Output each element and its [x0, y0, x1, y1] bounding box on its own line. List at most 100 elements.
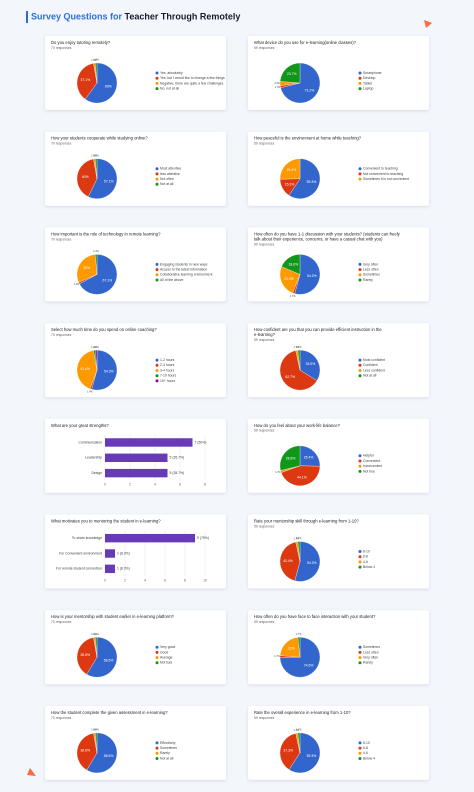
pie-slice	[95, 62, 98, 84]
pie-slice	[297, 541, 301, 562]
legend-swatch	[358, 459, 362, 463]
slice-label: 25.4%	[287, 168, 297, 172]
slice-label: 1.4%	[93, 154, 99, 157]
card-subtitle: 59 responses	[254, 142, 275, 146]
legend-label: Convenient	[363, 459, 380, 463]
pie-slice	[294, 541, 321, 582]
pie-slice	[84, 62, 118, 104]
card-title: How often do you have face to face inter…	[254, 614, 376, 619]
slice-label: 37.3%	[283, 749, 293, 753]
card-title: What are your great strengths?	[51, 423, 109, 428]
legend-label: 10+ hours	[160, 379, 175, 383]
pie-slice	[76, 350, 98, 389]
pie-slice	[299, 445, 321, 467]
legend-swatch	[155, 369, 159, 372]
legend-label: Collaborative learning environment	[160, 273, 212, 277]
legend-swatch	[358, 757, 362, 760]
slice-label: 54.3%	[104, 370, 114, 374]
legend-swatch	[155, 278, 159, 282]
legend-label: Sometimes	[363, 645, 380, 649]
legend-label: Engaging students in new ways	[160, 262, 208, 266]
category-label: For Convenient environment	[59, 551, 102, 555]
card-subtitle: 59 responses	[254, 429, 275, 433]
pie-slice	[95, 732, 98, 753]
x-tick-label: 4	[154, 483, 156, 487]
card-title: How important is the role of technology …	[51, 232, 161, 237]
pie-slice	[95, 349, 98, 371]
legend-label: 7-10 hours	[160, 374, 177, 378]
card	[45, 323, 226, 398]
legend-swatch	[155, 172, 159, 176]
legend-swatch	[358, 555, 362, 559]
slice-label: 1.7%	[296, 346, 302, 349]
legend-swatch	[155, 81, 159, 85]
bar	[105, 549, 115, 558]
slice-label: 1.4%	[91, 633, 97, 636]
card-subtitle: 70 responses	[51, 716, 72, 720]
pie-slice	[95, 158, 98, 179]
legend-swatch	[358, 464, 362, 468]
legend-swatch	[155, 751, 159, 755]
legend-swatch	[155, 182, 159, 186]
legend-swatch	[358, 363, 362, 367]
card-subtitle: 59 responses	[254, 46, 275, 50]
legend-swatch	[155, 379, 159, 383]
legend-label: Sometimes	[160, 746, 177, 750]
legend-label: 3-4 hours	[160, 368, 175, 372]
card-subtitle: 59 responses	[254, 620, 275, 624]
pie-slice	[76, 254, 98, 283]
slice-label: 1.7%	[274, 655, 280, 658]
slice-label: 1.7%	[294, 729, 300, 732]
legend-label: Desktop	[363, 76, 376, 80]
pie-slice	[279, 62, 301, 84]
legend-label: Negative, there are quite a few challeng…	[160, 81, 224, 85]
legend-label: 8-10	[363, 741, 370, 745]
card-title: How your students cooperate while studyi…	[51, 136, 148, 141]
pie-slice	[279, 266, 301, 294]
legend-label: Inconvenient	[363, 464, 382, 468]
slice-label: 1.4%	[93, 250, 99, 253]
pie-slice	[279, 637, 321, 678]
card-subtitle: 70 responses	[51, 620, 72, 624]
legend-swatch	[358, 87, 362, 91]
legend-label: Average	[160, 655, 173, 659]
card-title: How peaceful is the environment at home …	[254, 136, 362, 141]
slice-label: 71.2%	[305, 88, 315, 92]
legend-label: All of the above	[160, 278, 183, 282]
bar-value-label: 1 (8.3%)	[117, 551, 130, 555]
card-title: What device do you use for e-learning(on…	[254, 40, 357, 45]
card-subtitle: 59 responses	[254, 242, 275, 246]
slice-label: 44.1%	[297, 476, 307, 480]
card-subtitle: 70 responses	[51, 237, 72, 241]
legend-label: Rarely	[160, 751, 170, 755]
slice-label: 38.6%	[80, 653, 90, 657]
pie-slice	[95, 637, 98, 658]
legend-swatch	[358, 167, 362, 171]
legend-label: Smartphone	[363, 71, 382, 75]
legend-swatch	[358, 278, 362, 282]
legend-label: Below 4	[363, 756, 375, 760]
legend-label: 6-8	[363, 746, 368, 750]
bar-value-label: 9 (75%)	[197, 536, 209, 540]
pie-slice	[86, 732, 118, 774]
slice-label: 38.6%	[80, 749, 90, 753]
legend-label: Not at all	[160, 756, 174, 760]
legend-swatch	[358, 565, 362, 569]
legend-label: Tablet	[363, 81, 372, 85]
legend-swatch	[155, 661, 159, 665]
legend-label: No, not at all	[160, 86, 179, 90]
card	[248, 323, 429, 398]
x-tick-label: 8	[184, 578, 186, 582]
legend-swatch	[358, 268, 362, 272]
bar-value-label: 7 (50%)	[195, 440, 207, 444]
title-marker	[26, 11, 28, 23]
legend-swatch	[358, 81, 362, 85]
card-subtitle: 70 responses	[51, 46, 72, 50]
legend-swatch	[155, 273, 159, 277]
card-subtitle: 59 responses	[254, 716, 275, 720]
slice-label: 1.7%	[296, 633, 302, 636]
pie-slice	[86, 637, 118, 678]
card	[248, 131, 429, 206]
legend-swatch	[358, 369, 362, 372]
